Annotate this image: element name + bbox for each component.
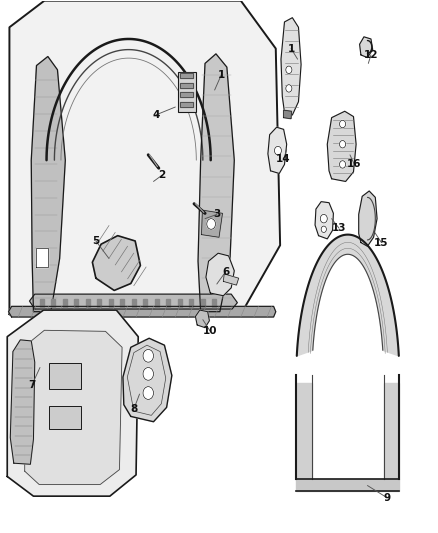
Text: 12: 12 <box>364 50 378 60</box>
Circle shape <box>207 219 215 229</box>
Polygon shape <box>297 235 399 356</box>
Polygon shape <box>198 54 234 312</box>
Circle shape <box>339 120 346 128</box>
Polygon shape <box>36 248 48 266</box>
Polygon shape <box>359 191 377 246</box>
Text: 9: 9 <box>384 492 391 503</box>
Text: 3: 3 <box>213 209 220 220</box>
FancyBboxPatch shape <box>177 72 196 112</box>
Circle shape <box>275 147 282 155</box>
Bar <box>39 300 44 307</box>
Text: 4: 4 <box>152 110 159 120</box>
Polygon shape <box>327 111 356 181</box>
FancyBboxPatch shape <box>49 406 81 429</box>
Circle shape <box>143 350 153 362</box>
Bar <box>131 300 136 307</box>
Polygon shape <box>360 37 373 58</box>
Text: 2: 2 <box>159 170 166 180</box>
Bar <box>120 300 124 307</box>
Polygon shape <box>268 127 287 173</box>
Bar <box>85 300 90 307</box>
Bar <box>180 83 193 88</box>
Polygon shape <box>206 253 234 296</box>
Bar <box>180 102 193 107</box>
Polygon shape <box>123 338 172 422</box>
Text: 5: 5 <box>92 236 99 246</box>
Text: 15: 15 <box>374 238 389 247</box>
Polygon shape <box>11 340 35 464</box>
Bar <box>109 300 113 307</box>
Polygon shape <box>25 330 122 484</box>
Polygon shape <box>384 383 399 479</box>
Circle shape <box>143 386 153 399</box>
Bar <box>189 300 194 307</box>
Text: 7: 7 <box>28 379 36 390</box>
Bar <box>201 300 205 307</box>
Polygon shape <box>31 56 65 312</box>
Bar <box>166 300 170 307</box>
Polygon shape <box>223 274 239 285</box>
Polygon shape <box>9 306 276 317</box>
Text: 10: 10 <box>203 326 218 336</box>
Circle shape <box>320 214 327 223</box>
Polygon shape <box>92 236 141 290</box>
Bar <box>180 73 193 78</box>
Bar <box>63 300 67 307</box>
Circle shape <box>143 368 153 380</box>
Bar <box>180 102 193 107</box>
Circle shape <box>286 66 292 74</box>
Polygon shape <box>296 383 312 479</box>
Bar <box>97 300 102 307</box>
Polygon shape <box>315 201 333 239</box>
Circle shape <box>339 161 346 168</box>
Polygon shape <box>29 294 237 309</box>
Bar <box>143 300 148 307</box>
Polygon shape <box>296 479 399 491</box>
Bar <box>74 300 78 307</box>
Bar <box>180 73 193 78</box>
Text: 1: 1 <box>218 70 225 80</box>
Text: 6: 6 <box>222 267 229 277</box>
Text: 13: 13 <box>332 223 346 233</box>
Bar <box>180 92 193 98</box>
Bar <box>212 300 216 307</box>
Bar <box>180 92 193 98</box>
Bar <box>155 300 159 307</box>
Text: 14: 14 <box>276 154 291 164</box>
Bar <box>51 300 56 307</box>
Bar <box>177 300 182 307</box>
Polygon shape <box>195 310 209 328</box>
Circle shape <box>321 226 326 232</box>
Circle shape <box>286 85 292 92</box>
Text: 8: 8 <box>130 404 138 414</box>
Circle shape <box>339 141 346 148</box>
Polygon shape <box>284 110 291 119</box>
Polygon shape <box>7 310 138 496</box>
Text: 16: 16 <box>347 159 362 169</box>
Polygon shape <box>281 18 301 115</box>
Text: 1: 1 <box>287 44 295 53</box>
FancyBboxPatch shape <box>49 364 81 389</box>
Polygon shape <box>10 1 280 314</box>
Polygon shape <box>201 210 223 237</box>
Bar <box>180 83 193 88</box>
